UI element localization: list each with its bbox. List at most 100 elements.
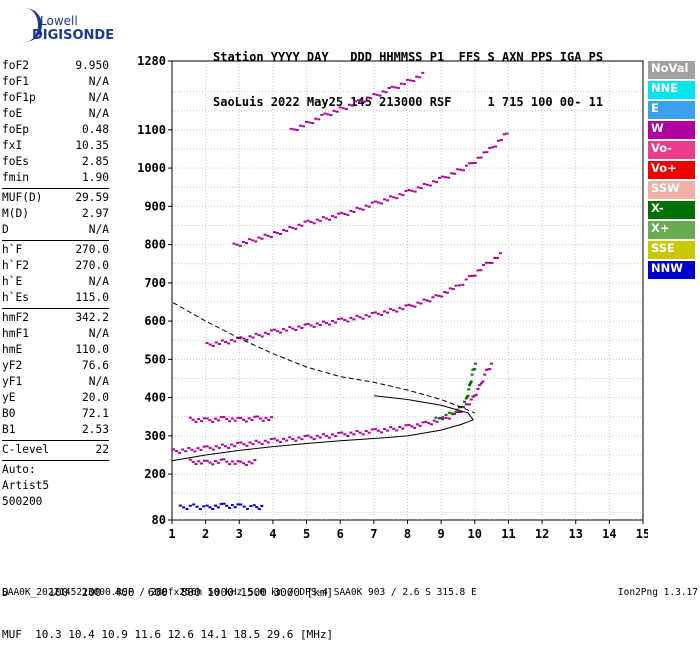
echo-point	[340, 212, 344, 214]
echo-point	[306, 322, 310, 325]
echo-point	[404, 424, 408, 427]
echo-point	[260, 443, 264, 446]
param-value: 2.53	[82, 423, 109, 436]
echo-point	[468, 275, 472, 278]
echo-point	[392, 309, 396, 312]
echo-point	[468, 162, 472, 165]
echo-point	[343, 212, 347, 215]
file-info: SAA0K_2022145213000.RSF / 280fx256h 50 k…	[2, 587, 477, 598]
echo-point	[476, 156, 480, 159]
echo-point	[395, 197, 399, 200]
echo-point	[198, 508, 202, 511]
x-tick-label: 10	[468, 527, 482, 541]
muf-row: MUF 10.3 10.4 10.9 11.6 12.6 14.1 18.5 2…	[2, 628, 334, 641]
echo-point	[413, 426, 417, 429]
param-value: 2.97	[82, 207, 109, 220]
echo-point	[205, 504, 209, 507]
echo-point	[232, 242, 236, 245]
echo-point	[318, 219, 322, 222]
electron-density-profile	[172, 395, 474, 462]
param-row: foEp 0.48	[2, 122, 109, 138]
echo-point	[488, 368, 492, 371]
echo-point	[457, 406, 461, 409]
echo-point	[334, 216, 338, 219]
echo-point	[425, 299, 429, 302]
echo-point	[309, 220, 313, 223]
y-tick-label: 1280	[137, 54, 166, 68]
echo-point	[255, 506, 259, 509]
echo-point	[383, 310, 387, 313]
legend-item: SSE	[648, 241, 695, 259]
param-row: foF1p N/A	[2, 90, 109, 106]
echo-point	[300, 326, 304, 329]
echo-point	[419, 302, 423, 305]
echo-point	[225, 504, 229, 507]
echo-point	[260, 335, 264, 338]
echo-point	[200, 462, 204, 465]
echo-point	[327, 436, 331, 439]
echo-point	[499, 139, 503, 142]
param-value: N/A	[88, 91, 109, 104]
echo-point	[239, 503, 243, 506]
echo-point	[254, 240, 258, 243]
echo-point	[289, 127, 293, 130]
echo-point	[230, 338, 234, 341]
param-row: yE 20.0	[2, 390, 109, 406]
echo-point	[440, 295, 444, 298]
echo-point	[340, 317, 344, 320]
echo-point	[219, 416, 223, 419]
echo-point	[415, 75, 419, 78]
param-name: h`F	[2, 243, 23, 256]
echo-point	[196, 447, 200, 450]
echo-point	[211, 507, 215, 510]
echo-point	[329, 114, 333, 117]
echo-point	[471, 395, 475, 398]
param-value: 270.0	[75, 259, 109, 272]
echo-point	[227, 446, 231, 449]
echo-point	[312, 325, 316, 328]
echo-point	[285, 329, 289, 332]
echo-point	[386, 429, 390, 432]
x-tick-label: 3	[236, 527, 243, 541]
echo-point	[457, 284, 461, 287]
echo-point	[230, 443, 234, 446]
echo-point	[358, 207, 362, 210]
echo-point	[478, 384, 482, 387]
y-tick-label: 1000	[137, 161, 166, 175]
echo-point	[239, 460, 243, 463]
y-tick-label: 80	[152, 513, 166, 527]
echo-point	[484, 261, 488, 264]
echo-point	[466, 403, 470, 406]
echo-point	[360, 99, 364, 102]
echo-point	[184, 450, 188, 453]
echo-point	[216, 461, 220, 464]
param-value: 270.0	[75, 243, 109, 256]
logo-arc-icon	[8, 8, 42, 42]
echo-point	[350, 104, 354, 107]
echo-point	[494, 145, 498, 148]
echo-point	[294, 227, 298, 230]
echo-point	[370, 428, 374, 431]
param-separator	[2, 188, 109, 189]
echo-point	[239, 336, 243, 339]
echo-point	[431, 296, 435, 299]
y-tick-label: 800	[144, 238, 166, 252]
echo-point	[473, 274, 477, 277]
legend-item: X+	[648, 221, 695, 239]
echo-point	[367, 431, 371, 434]
echo-point	[199, 448, 203, 451]
echo-point	[473, 368, 477, 371]
echo-point	[347, 103, 351, 106]
echo-point	[248, 441, 252, 444]
echo-point	[434, 416, 438, 419]
param-row: hmF2 342.2	[2, 310, 109, 326]
echo-point	[444, 413, 448, 416]
echo-point	[331, 433, 335, 436]
echo-point	[401, 308, 405, 311]
echo-point	[172, 448, 175, 451]
echo-point	[317, 118, 321, 121]
echo-point	[469, 398, 473, 401]
y-tick-label: 500	[144, 352, 166, 366]
echo-point	[233, 445, 237, 448]
echo-point	[225, 460, 229, 463]
